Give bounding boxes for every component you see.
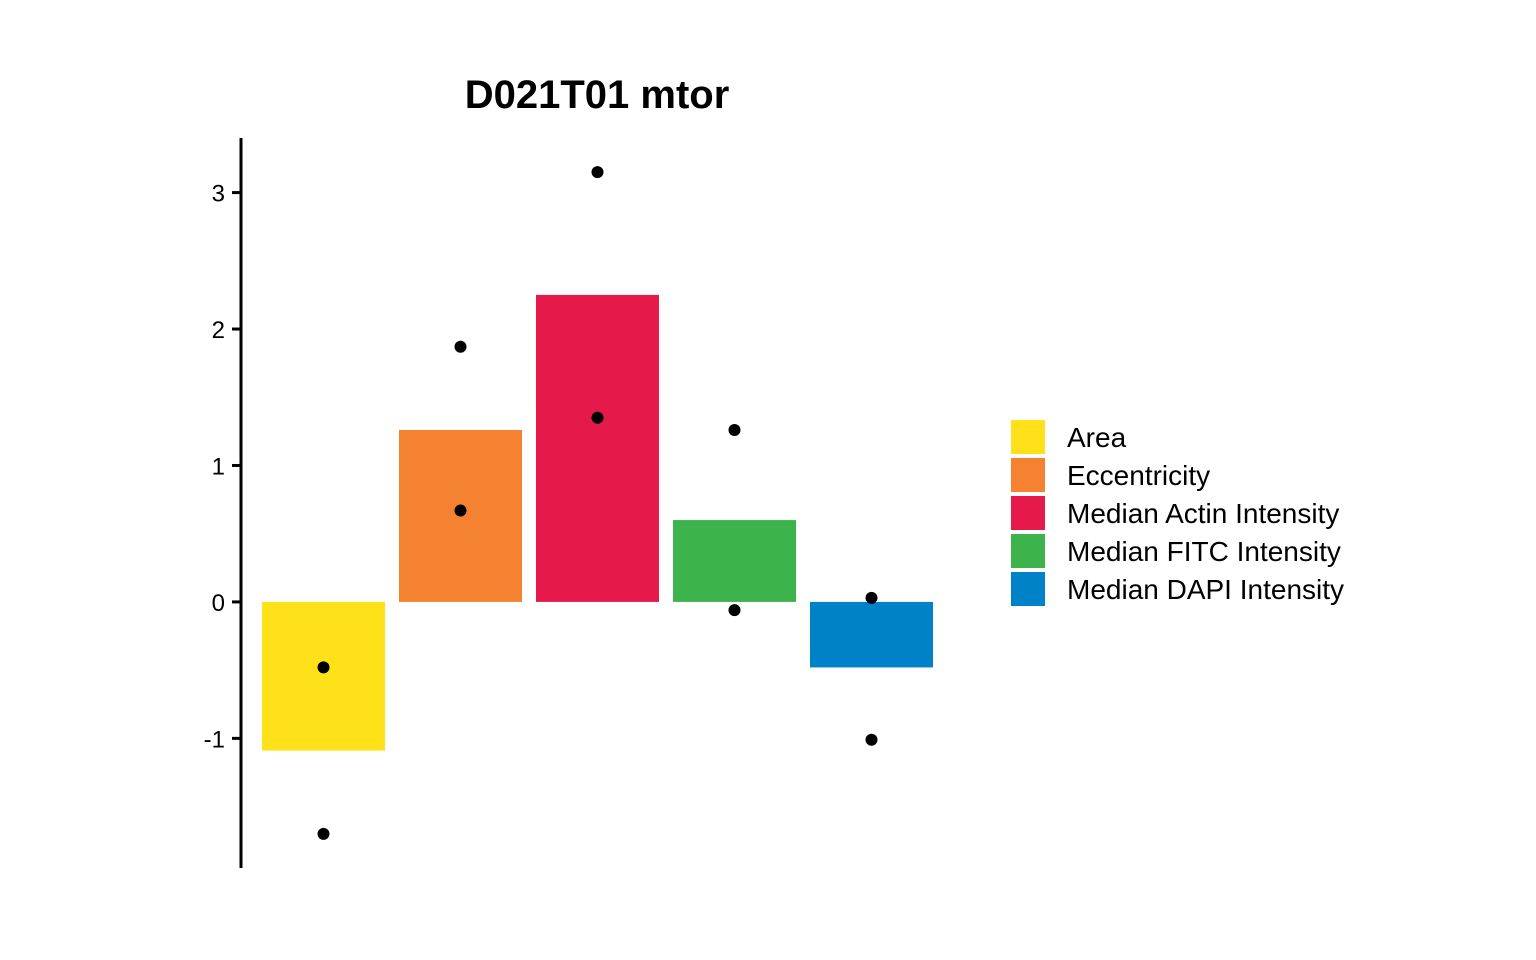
data-point bbox=[728, 424, 741, 436]
data-point bbox=[317, 827, 330, 840]
y-tick-label: 2 bbox=[212, 317, 225, 344]
bar bbox=[810, 601, 933, 668]
data-point bbox=[591, 411, 604, 424]
legend-swatch bbox=[1011, 572, 1045, 606]
legend-label: Eccentricity bbox=[1067, 460, 1210, 491]
legend-swatch bbox=[1011, 420, 1045, 454]
y-tick-label: 3 bbox=[212, 181, 225, 208]
legend-label: Area bbox=[1067, 422, 1127, 453]
data-point bbox=[454, 340, 467, 353]
legend-label: Median FITC Intensity bbox=[1067, 536, 1341, 567]
chart-title: D021T01 mtor bbox=[465, 73, 730, 117]
y-tick-label: 1 bbox=[212, 453, 225, 480]
legend-label: Median Actin Intensity bbox=[1067, 498, 1339, 529]
points bbox=[317, 166, 878, 840]
bar bbox=[673, 520, 796, 602]
data-point bbox=[865, 733, 878, 746]
data-point bbox=[317, 661, 330, 674]
y-tick-label: -1 bbox=[204, 726, 225, 753]
y-axis: -1 0 1 2 3 bbox=[204, 138, 243, 868]
legend-label: Median DAPI Intensity bbox=[1067, 574, 1344, 605]
legend-swatch bbox=[1011, 496, 1045, 530]
legend-swatch bbox=[1011, 458, 1045, 492]
bar bbox=[262, 601, 385, 751]
legend: Area Eccentricity Median Actin Intensity Me… bbox=[1011, 420, 1344, 606]
data-point bbox=[728, 604, 741, 617]
bars bbox=[262, 294, 933, 751]
data-point bbox=[591, 166, 604, 179]
data-point bbox=[865, 591, 878, 604]
legend-swatch bbox=[1011, 534, 1045, 568]
y-tick-label: 0 bbox=[212, 590, 225, 617]
bar bbox=[536, 294, 659, 602]
data-point bbox=[454, 504, 467, 517]
